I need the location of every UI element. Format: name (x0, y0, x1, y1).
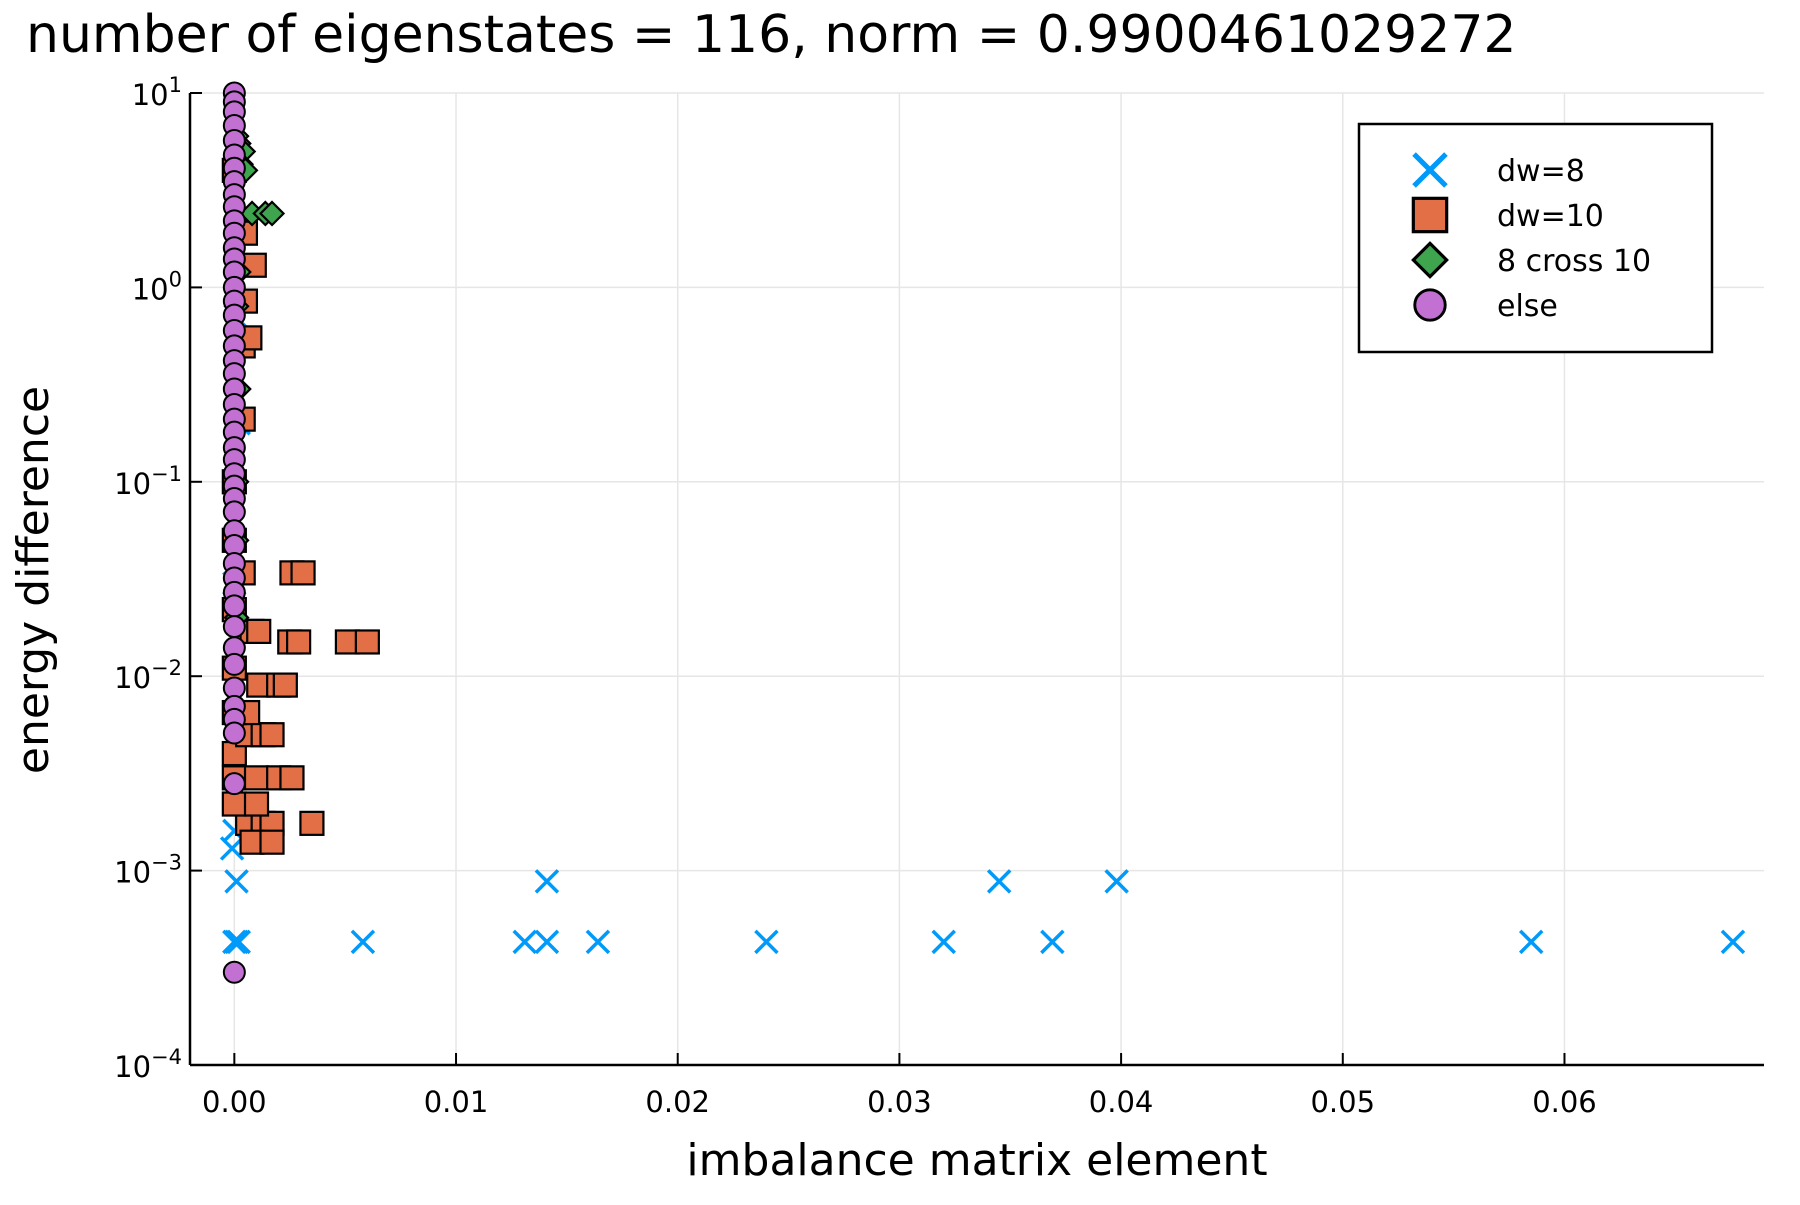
point-s0-13 (1518, 929, 1544, 955)
point-s0-9 (585, 929, 611, 955)
point-s0-6 (350, 929, 376, 955)
axes (188, 93, 1764, 1067)
legend-marker-2 (1411, 241, 1449, 279)
x-tick-label-6: 0.06 (1532, 1085, 1597, 1119)
tick-labels: 0.00 0.01 0.02 0.03 0.04 0.05 0.06 10−4 10−3 10−2… (114, 73, 1597, 1119)
point-s0-10 (754, 929, 779, 955)
point-s1-11 (279, 765, 305, 791)
point-s0-12 (1040, 929, 1065, 955)
y-tick-label-2: 10−2 (114, 656, 182, 695)
point-s0-3 (224, 869, 249, 894)
point-s0-14 (1720, 929, 1746, 955)
series-1 (221, 157, 380, 855)
y-tick-label-4: 100 (132, 267, 182, 306)
point-s0-7 (512, 929, 537, 955)
x-tick-label-0: 0.00 (202, 1085, 267, 1119)
x-axis-title: imbalance matrix element (686, 1135, 1267, 1186)
point-s3-40 (222, 652, 246, 676)
point-s1-25 (354, 629, 380, 655)
point-s1-20 (272, 672, 298, 698)
point-s0-17 (1104, 869, 1129, 894)
x-tick-label-5: 0.05 (1310, 1085, 1375, 1119)
point-s1-3 (299, 810, 325, 836)
point-s3-37 (222, 594, 246, 618)
legend-label-1: dw=10 (1497, 199, 1604, 234)
x-tick-label-2: 0.02 (645, 1085, 710, 1119)
y-tick-label-5: 101 (132, 73, 182, 112)
point-s0-2 (226, 929, 252, 955)
point-s0-16 (986, 869, 1012, 894)
legend-marker-0 (1412, 152, 1448, 188)
point-s0-8 (534, 929, 560, 955)
legend-label-0: dw=8 (1497, 154, 1585, 189)
point-s1-7 (243, 791, 270, 817)
legend-label-3: else (1497, 289, 1558, 324)
point-s1-30 (290, 560, 316, 586)
point-s1-27 (246, 618, 272, 645)
x-tick-label-3: 0.03 (867, 1085, 932, 1119)
data-points (219, 81, 1746, 984)
point-s3-46 (222, 960, 246, 984)
point-s1-6 (221, 791, 247, 817)
point-s3-38 (222, 615, 246, 639)
legend-marker-3 (1413, 288, 1447, 322)
point-s3-45 (222, 772, 246, 796)
y-tick-label-3: 10−1 (114, 462, 182, 501)
legend-label-2: 8 cross 10 (1497, 244, 1651, 279)
point-s1-5 (259, 829, 285, 855)
point-s0-15 (534, 869, 560, 894)
point-s1-23 (286, 629, 312, 655)
legend-marker-1 (1411, 196, 1449, 234)
legend: dw=8 dw=10 8 cross 10 else (1357, 122, 1714, 354)
grid-lines (190, 92, 1764, 1066)
y-tick-label-1: 10−3 (114, 851, 182, 890)
point-s0-11 (931, 929, 956, 955)
x-tick-label-1: 0.01 (424, 1085, 489, 1119)
point-s1-15 (259, 722, 285, 748)
point-s2-7 (258, 200, 286, 227)
series-3 (222, 81, 246, 984)
y-tick-label-0: 10−4 (114, 1045, 182, 1084)
chart-title: number of eigenstates = 116, norm = 0.99… (26, 5, 1517, 65)
point-s1-9 (243, 765, 270, 791)
point-s3-44 (222, 721, 246, 745)
x-tick-label-4: 0.04 (1089, 1085, 1154, 1119)
y-axis-title: energy difference (8, 386, 59, 774)
